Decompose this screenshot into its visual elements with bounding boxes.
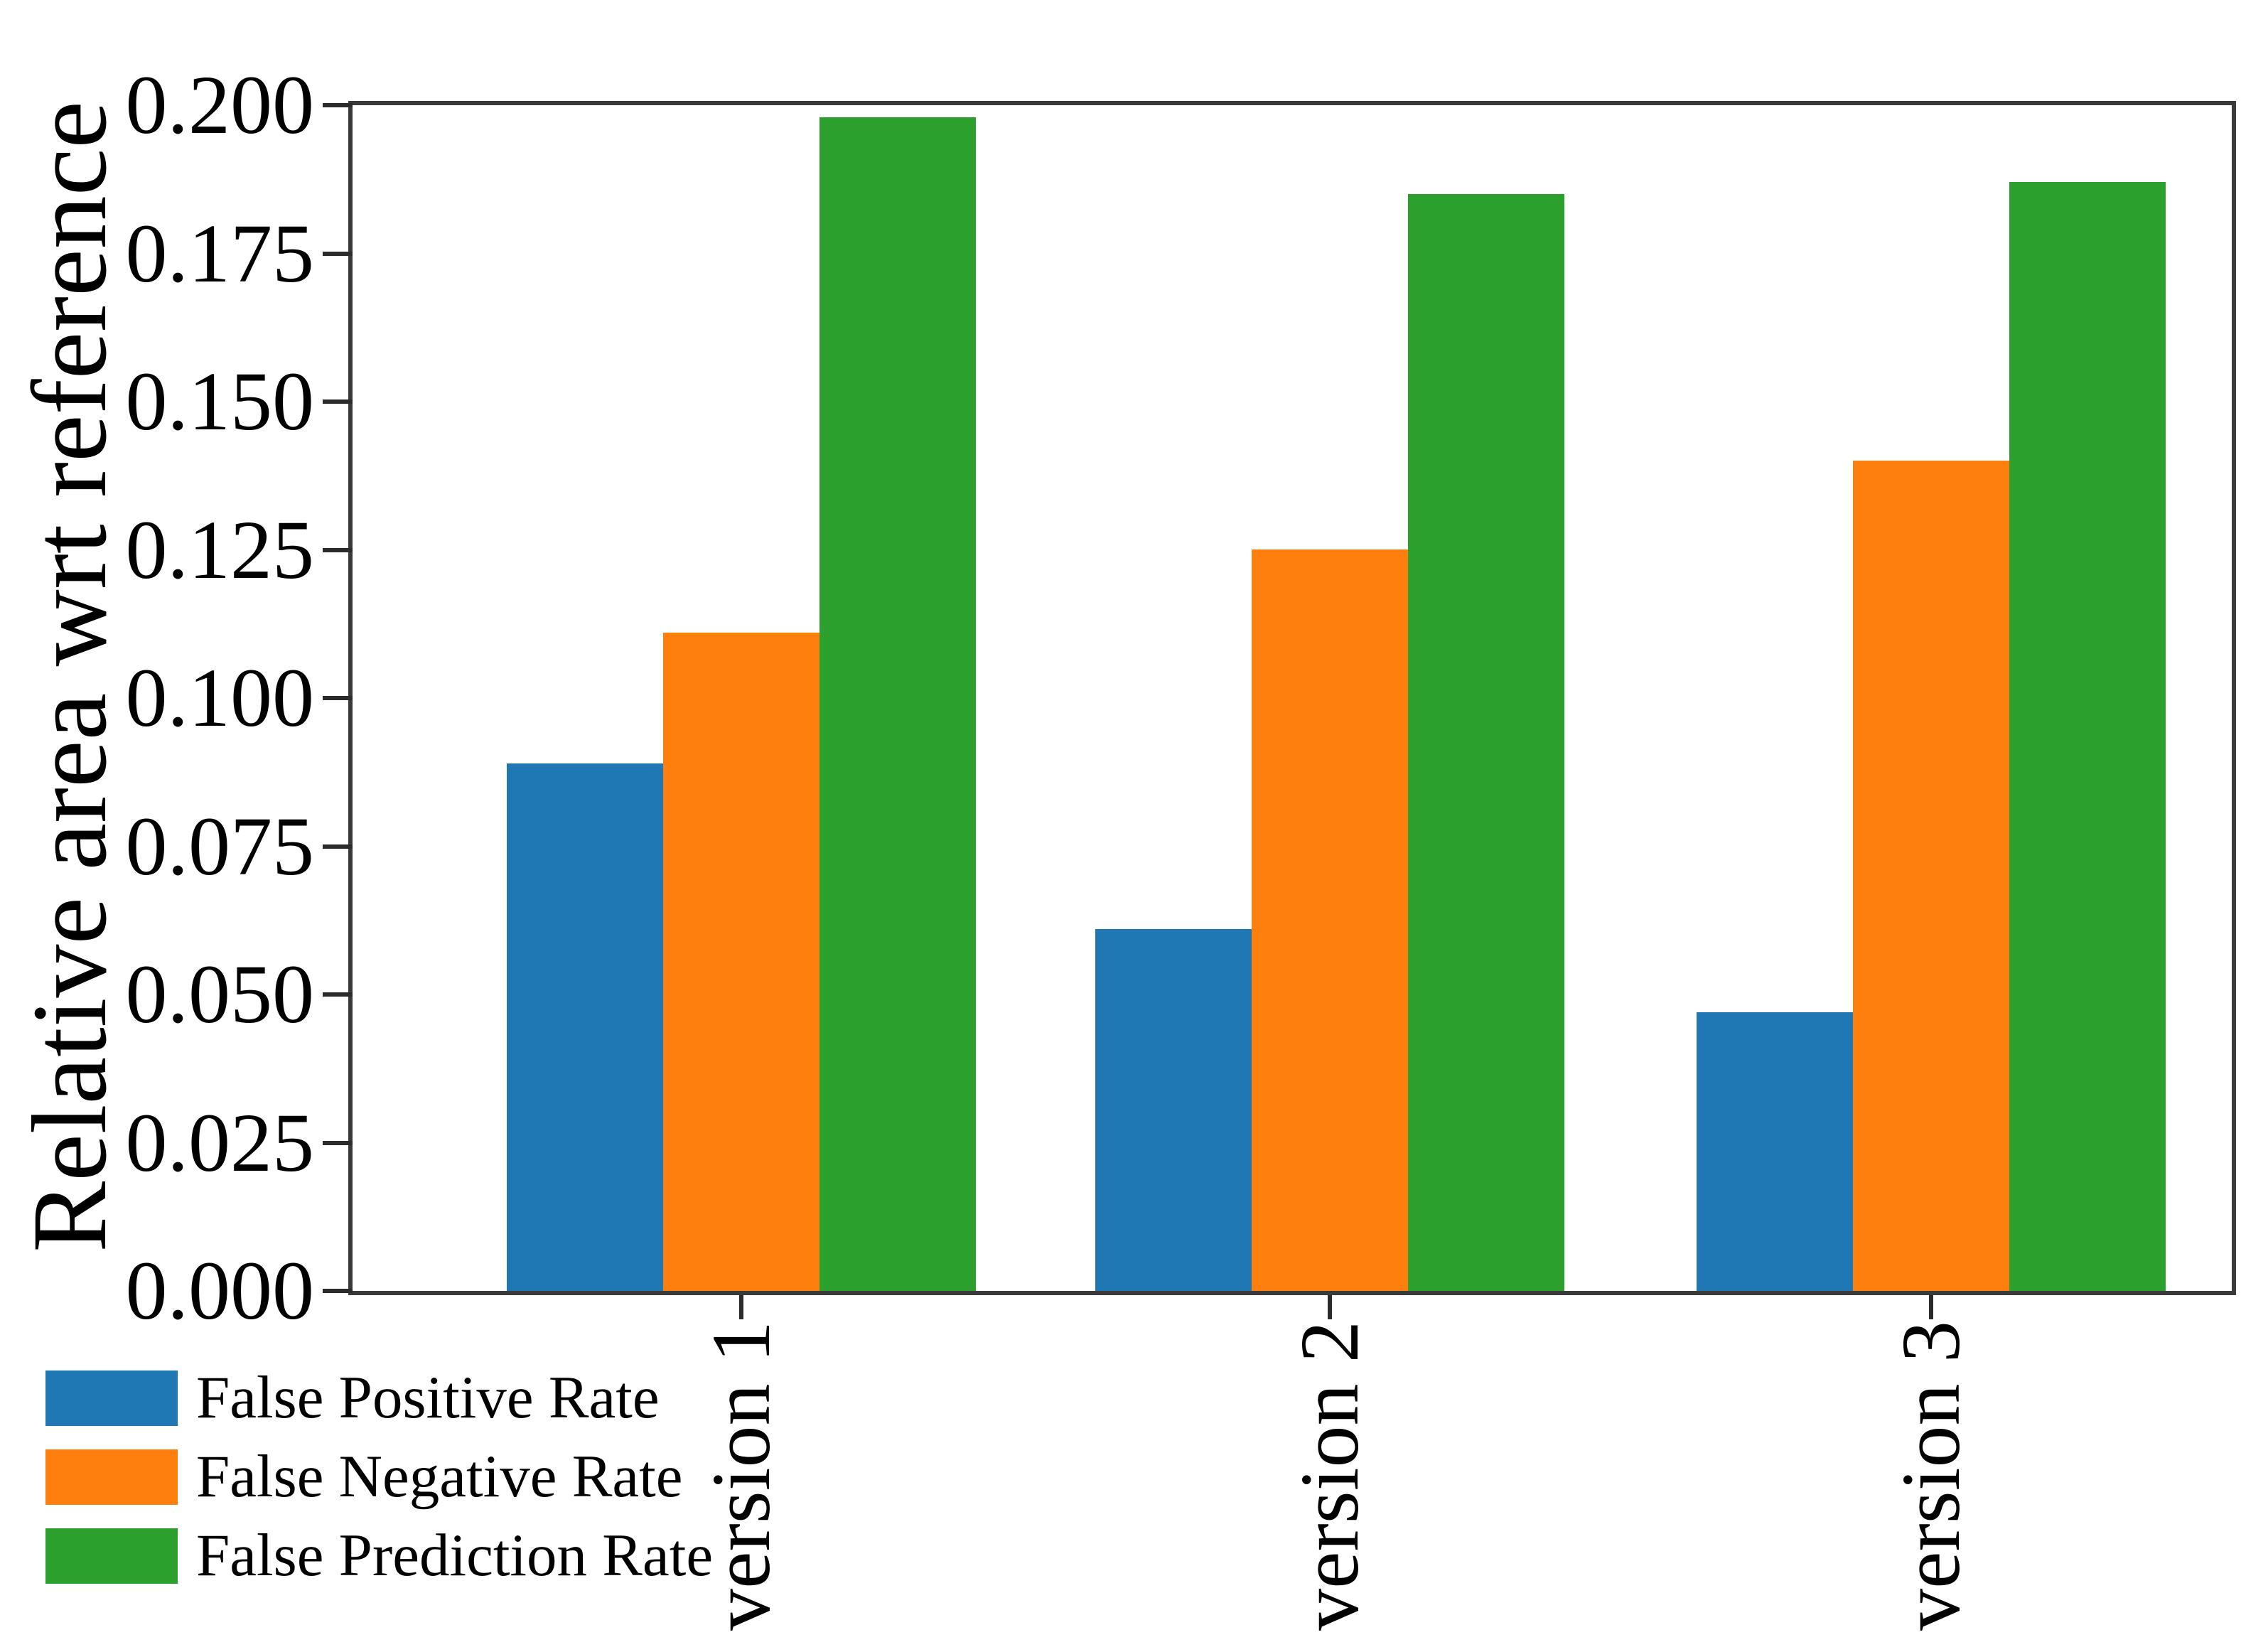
y-tick-mark <box>323 1289 353 1293</box>
x-tick-label-version-3: version 3 <box>1884 1321 1978 1631</box>
y-tick-label: 0.100 <box>125 651 315 744</box>
y-tick-label: 0.025 <box>125 1095 315 1189</box>
y-tick-mark <box>323 992 353 997</box>
x-tick-mark <box>739 1295 744 1319</box>
y-tick-mark <box>323 696 353 700</box>
y-tick-label: 0.000 <box>125 1244 315 1337</box>
bar-version-2-false-negative-rate <box>1252 549 1408 1291</box>
legend-entry: False Negative Rate <box>45 1447 713 1507</box>
legend-swatch-false-prediction-rate <box>45 1528 178 1584</box>
x-tick-mark <box>1928 1295 1933 1319</box>
y-tick-label: 0.075 <box>125 799 315 893</box>
bar-version-2-false-positive-rate <box>1095 929 1252 1291</box>
bar-version-1-false-negative-rate <box>663 633 819 1291</box>
bar-version-3-false-positive-rate <box>1697 1012 1853 1291</box>
bar-version-3-false-negative-rate <box>1853 461 2009 1291</box>
legend: False Positive Rate False Negative Rate Fa… <box>45 1368 713 1586</box>
y-tick-mark <box>323 547 353 552</box>
legend-swatch-false-positive-rate <box>45 1370 178 1426</box>
legend-label: False Positive Rate <box>196 1364 660 1431</box>
bar-version-1-false-positive-rate <box>507 763 663 1291</box>
y-tick-mark <box>323 844 353 849</box>
y-tick-mark <box>323 399 353 404</box>
y-tick-label: 0.050 <box>125 948 315 1041</box>
bar-version-1-false-prediction-rate <box>819 117 976 1291</box>
legend-entry: False Prediction Rate <box>45 1525 713 1586</box>
bar-version-2-false-prediction-rate <box>1408 194 1564 1291</box>
x-tick-mark <box>1327 1295 1332 1319</box>
legend-label: False Prediction Rate <box>196 1522 714 1589</box>
x-tick-label-version-2: version 2 <box>1282 1321 1376 1631</box>
bar-version-3-false-prediction-rate <box>2009 182 2166 1291</box>
y-tick-mark <box>323 1140 353 1145</box>
y-tick-label: 0.150 <box>125 355 315 448</box>
y-tick-label: 0.200 <box>125 58 315 151</box>
y-tick-label: 0.175 <box>125 206 315 300</box>
legend-entry: False Positive Rate <box>45 1368 713 1428</box>
legend-label: False Negative Rate <box>196 1443 683 1510</box>
plot-area <box>348 101 2236 1295</box>
y-tick-mark <box>323 103 353 107</box>
y-tick-label: 0.125 <box>125 503 315 596</box>
y-tick-mark <box>323 251 353 256</box>
legend-swatch-false-negative-rate <box>45 1449 178 1505</box>
